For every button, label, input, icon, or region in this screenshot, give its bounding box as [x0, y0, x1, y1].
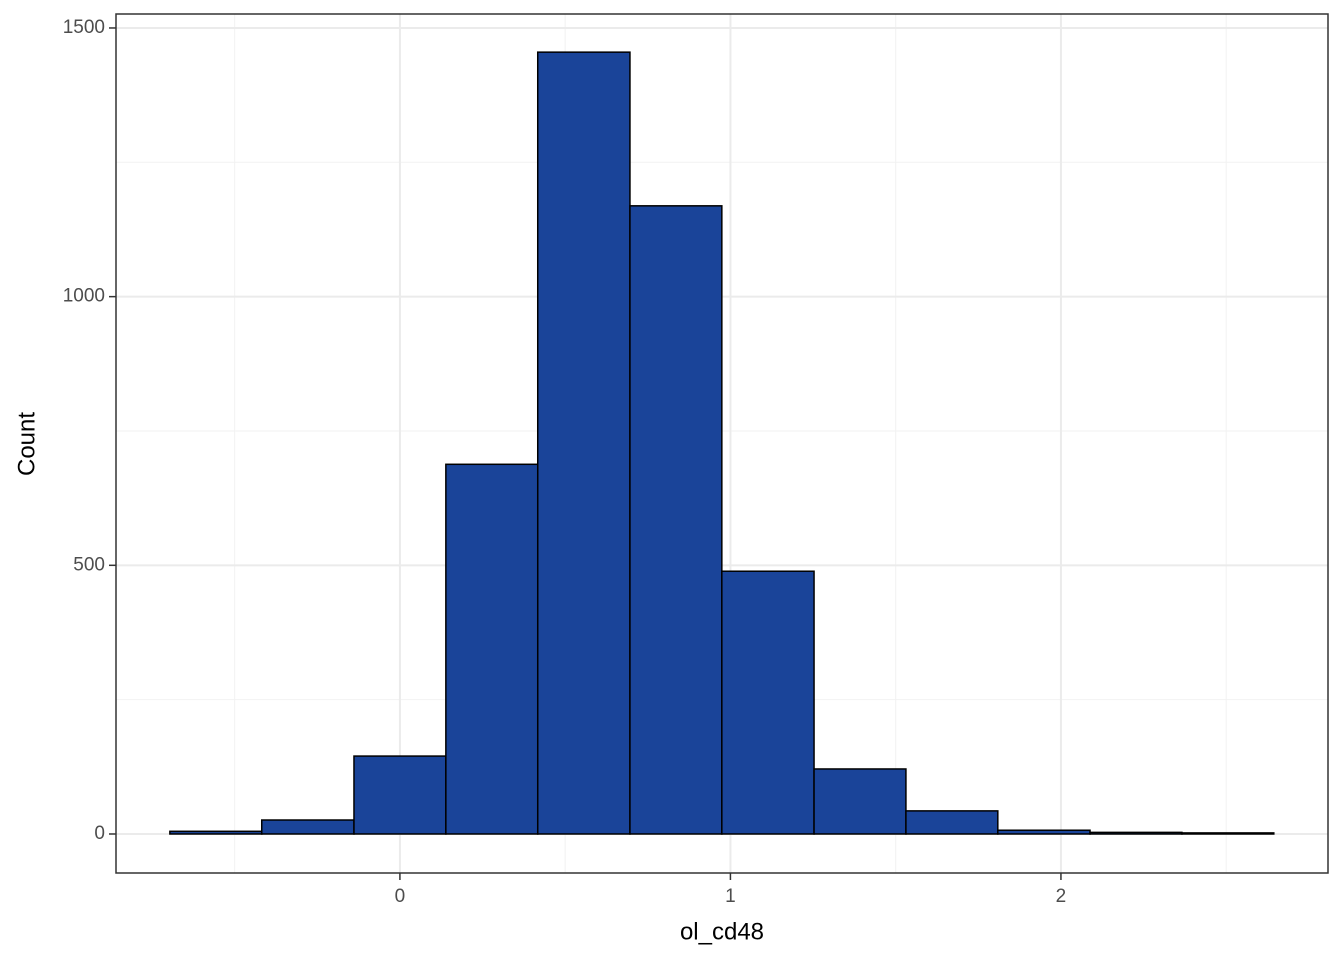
bar [905, 810, 999, 835]
x-axis-label: ol_cd48 [680, 918, 764, 945]
bar [353, 755, 447, 835]
bar [1089, 831, 1183, 835]
y-tick-label: 1000 [63, 286, 105, 307]
bar [261, 819, 355, 835]
bar [721, 570, 815, 835]
x-tick-label: 0 [395, 886, 406, 907]
bar [169, 830, 263, 835]
x-tick-label: 2 [1056, 886, 1067, 907]
x-tick-label: 1 [725, 886, 736, 907]
y-tick-label: 1500 [63, 17, 105, 38]
bar [629, 205, 723, 835]
y-tick-label: 500 [73, 554, 105, 575]
bar [1181, 832, 1275, 835]
bar [997, 829, 1091, 835]
plot-border [115, 13, 1329, 874]
bar [445, 463, 539, 835]
y-axis-label: Count [13, 412, 40, 476]
bar [536, 51, 631, 835]
bar [813, 768, 907, 835]
y-tick-label: 0 [94, 823, 105, 844]
